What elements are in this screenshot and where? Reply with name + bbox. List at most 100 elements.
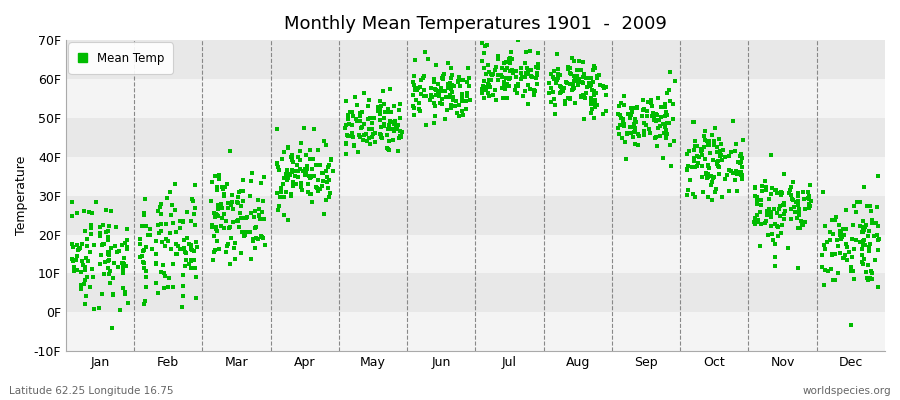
Point xyxy=(428,87,443,93)
Point xyxy=(632,133,646,139)
Point xyxy=(584,110,598,116)
Point xyxy=(869,203,884,210)
Point xyxy=(649,111,663,117)
Point xyxy=(224,235,238,242)
Point xyxy=(223,202,238,208)
Bar xyxy=(66,196,885,234)
Point xyxy=(614,115,628,122)
Point xyxy=(613,112,627,118)
Point xyxy=(572,58,586,64)
Point xyxy=(393,133,408,140)
Point xyxy=(832,232,847,238)
Point xyxy=(852,198,867,205)
Point xyxy=(770,233,785,239)
Point xyxy=(382,122,396,128)
Point xyxy=(612,103,626,109)
Point xyxy=(459,106,473,112)
Point xyxy=(713,148,727,154)
Point xyxy=(454,77,468,83)
Point xyxy=(543,80,557,87)
Point xyxy=(96,222,111,228)
Point xyxy=(748,220,762,227)
Point xyxy=(408,85,422,91)
Point xyxy=(698,136,713,143)
Point xyxy=(818,246,832,252)
Point xyxy=(836,226,850,232)
Point xyxy=(524,66,538,73)
Point xyxy=(272,203,286,209)
Point xyxy=(524,73,538,79)
Point xyxy=(184,264,198,271)
Point xyxy=(763,152,778,158)
Point xyxy=(511,36,526,43)
Point xyxy=(425,94,439,100)
Point xyxy=(687,147,701,154)
Point xyxy=(792,208,806,215)
Point xyxy=(565,86,580,92)
Point xyxy=(518,71,533,78)
Point xyxy=(189,239,203,245)
Point xyxy=(839,226,853,232)
Point xyxy=(846,268,860,274)
Point xyxy=(531,50,545,56)
Point xyxy=(236,177,250,184)
Point xyxy=(520,100,535,107)
Point xyxy=(284,152,299,158)
Point xyxy=(238,215,253,222)
Point xyxy=(846,202,860,209)
Point xyxy=(116,285,130,291)
Point xyxy=(440,106,454,113)
Point xyxy=(166,284,180,290)
Point xyxy=(110,248,124,255)
Point xyxy=(792,206,806,212)
Point xyxy=(247,238,261,244)
Point xyxy=(702,141,716,148)
Point xyxy=(703,150,717,156)
Point xyxy=(208,214,222,220)
Point xyxy=(485,72,500,78)
Point xyxy=(220,248,234,255)
Point xyxy=(321,177,336,183)
Point xyxy=(697,144,711,150)
Point xyxy=(137,301,151,307)
Point xyxy=(428,113,442,120)
Point xyxy=(373,107,387,113)
Point xyxy=(300,166,314,173)
Point xyxy=(544,71,558,77)
Point xyxy=(616,93,631,100)
Point xyxy=(238,232,252,238)
Point xyxy=(315,183,329,189)
Point xyxy=(769,187,783,194)
Point xyxy=(418,49,432,55)
Point xyxy=(640,108,654,114)
Point xyxy=(297,166,311,172)
Point xyxy=(86,266,100,272)
Point xyxy=(577,71,591,77)
Point xyxy=(837,232,851,238)
Point xyxy=(815,264,830,270)
Point xyxy=(729,140,743,147)
Point xyxy=(284,157,299,163)
Point xyxy=(825,277,840,283)
Point xyxy=(646,110,661,117)
Point xyxy=(428,92,443,98)
Point xyxy=(303,191,318,198)
Point xyxy=(680,192,694,198)
Point xyxy=(349,101,364,108)
Point xyxy=(629,104,643,110)
Point xyxy=(716,146,730,153)
Point xyxy=(680,166,694,172)
Point xyxy=(120,244,134,250)
Point xyxy=(118,288,132,295)
Point xyxy=(411,106,426,112)
Point xyxy=(857,184,871,190)
Point xyxy=(452,102,466,108)
Point xyxy=(658,100,672,107)
Point xyxy=(244,256,258,262)
Point xyxy=(696,189,710,195)
Point xyxy=(118,291,132,297)
Point xyxy=(217,211,231,218)
Point xyxy=(617,139,632,146)
Point xyxy=(598,84,613,90)
Point xyxy=(289,180,303,187)
